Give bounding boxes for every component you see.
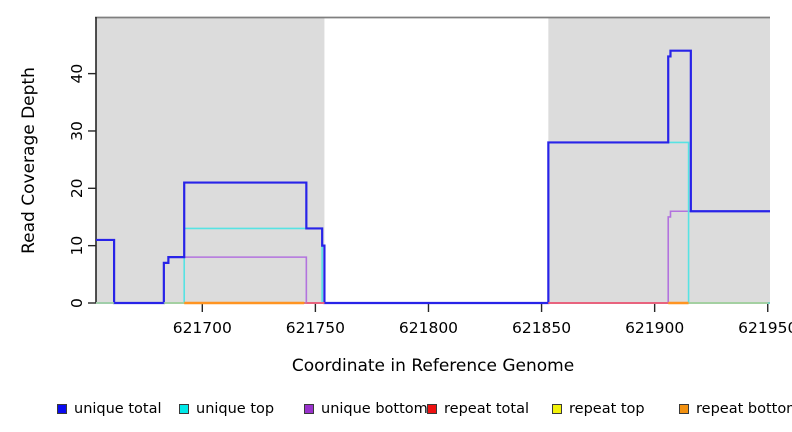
x-axis-title: Coordinate in Reference Genome xyxy=(292,356,574,376)
y-tick-label: 0 xyxy=(68,298,86,308)
x-tick-label: 621750 xyxy=(286,319,345,337)
y-tick-label: 30 xyxy=(68,121,86,141)
y-tick-label: 20 xyxy=(68,178,86,198)
y-tick-label: 40 xyxy=(68,64,86,84)
x-tick-label: 621800 xyxy=(399,319,458,337)
x-tick-label: 621850 xyxy=(512,319,571,337)
series-line-unique-total xyxy=(96,49,770,305)
x-tick-label: 621900 xyxy=(625,319,684,337)
x-tick-label: 621700 xyxy=(173,319,232,337)
right-gray-region xyxy=(548,18,770,303)
left-gray-region xyxy=(96,18,325,303)
x-tick-label: 621950 xyxy=(738,319,792,337)
y-tick-label: 10 xyxy=(68,236,86,256)
y-axis-title: Read Coverage Depth xyxy=(19,67,39,254)
